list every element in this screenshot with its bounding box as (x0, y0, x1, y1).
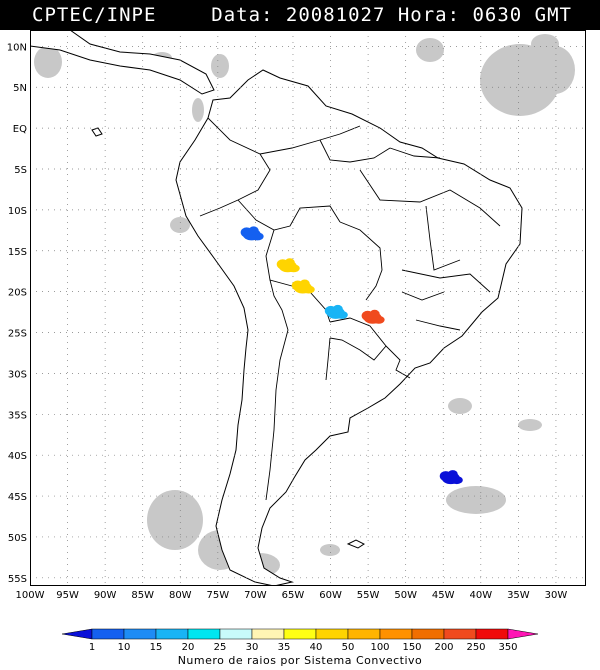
legend-tick-label: 20 (182, 642, 195, 653)
lat-label: 50S (8, 533, 27, 544)
map-border (30, 30, 586, 586)
legend-tick-label: 25 (214, 642, 227, 653)
lon-label: 45W (432, 590, 455, 601)
lon-label: 35W (507, 590, 530, 601)
map-content (30, 30, 586, 586)
continent-south-america (175, 69, 523, 586)
legend-swatch (219, 628, 253, 640)
lat-label: 35S (8, 410, 27, 421)
legend-swatch (283, 628, 317, 640)
system-bolivia-north (276, 258, 300, 273)
legend-swatch (379, 628, 413, 640)
lat-label: 30S (8, 369, 27, 380)
lon-label: 40W (469, 590, 492, 601)
latitude-label-strip: 10N 5N EQ 5S 10S 15S 20S 25S 30S 35S 40S 45S 50S 55S (7, 42, 27, 585)
legend-arrow-high (507, 628, 539, 640)
legend-title: Numero de raios por Sistema Convectivo (177, 654, 423, 667)
galapagos-islands (91, 127, 103, 137)
legend-swatch (315, 628, 349, 640)
lat-label: 25S (8, 329, 27, 340)
map-canvas[interactable] (30, 30, 586, 586)
legend-swatch (123, 628, 157, 640)
system-paraguay (324, 304, 348, 319)
lon-label: 65W (282, 590, 305, 601)
lat-label: 5N (13, 83, 27, 94)
lon-label: 60W (319, 590, 342, 601)
legend-tick-label: 35 (278, 642, 291, 653)
lat-label: 15S (8, 247, 27, 258)
lon-label: 85W (131, 590, 154, 601)
lat-label: 10S (8, 206, 27, 217)
legend-swatch (347, 628, 381, 640)
lat-label: 5S (14, 165, 27, 176)
lon-label: 95W (56, 590, 79, 601)
lon-label: 100W (16, 590, 45, 601)
system-bolivia-south (291, 279, 315, 294)
image-header: CPTEC/INPE Data: 20081027 Hora: 0630 GMT (0, 0, 600, 30)
legend-tick-label: 350 (498, 642, 517, 653)
legend-tick-label: 10 (118, 642, 131, 653)
legend-tick-label: 250 (466, 642, 485, 653)
system-atlantic (439, 470, 463, 485)
country-borders (199, 117, 501, 501)
system-parana (361, 309, 385, 324)
system-peru-bolivia (240, 226, 264, 241)
longitude-label-strip: 100W 95W 90W 85W 80W 75W 70W 65W 60W 55W 50W 45W 40W… (16, 590, 568, 601)
legend-tick-label: 50 (342, 642, 355, 653)
lon-label: 80W (169, 590, 192, 601)
source-label: CPTEC/INPE (32, 4, 157, 26)
lat-label: EQ (13, 124, 27, 135)
legend-tick-label: 1 (89, 642, 95, 653)
lon-label: 75W (207, 590, 230, 601)
legend-swatch (155, 628, 189, 640)
lon-label: 30W (545, 590, 568, 601)
legend-swatch (251, 628, 285, 640)
lon-label: 90W (94, 590, 117, 601)
lightning-legend: 1 10 15 20 25 30 35 40 50 100 150 200 250 350 (61, 628, 539, 653)
datetime-label: Data: 20081027 Hora: 0630 GMT (211, 4, 572, 26)
lat-label: 45S (8, 492, 27, 503)
legend-tick-label: 150 (402, 642, 421, 653)
lat-label: 55S (8, 574, 27, 585)
lat-label: 40S (8, 451, 27, 462)
legend-swatch (91, 628, 125, 640)
legend-swatch (475, 628, 509, 640)
falkland-islands (346, 539, 365, 549)
lat-label: 20S (8, 288, 27, 299)
legend-arrow-low (61, 628, 93, 640)
lat-label: 10N (7, 42, 27, 53)
lon-label: 50W (394, 590, 417, 601)
legend-swatch (187, 628, 221, 640)
legend-tick-label: 100 (370, 642, 389, 653)
legend-tick-label: 200 (434, 642, 453, 653)
legend-swatch (443, 628, 477, 640)
lon-label: 55W (357, 590, 380, 601)
legend-tick-label: 15 (150, 642, 163, 653)
lon-label: 70W (244, 590, 267, 601)
legend-tick-label: 30 (246, 642, 259, 653)
legend-swatch (411, 628, 445, 640)
convective-systems (240, 226, 463, 485)
legend-tick-label: 40 (310, 642, 323, 653)
